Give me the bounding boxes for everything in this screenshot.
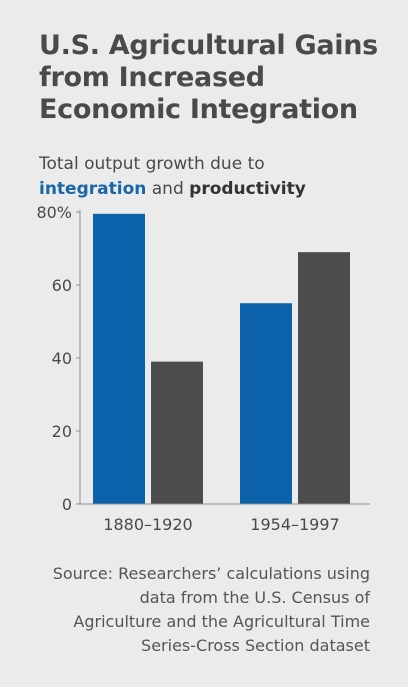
y-tick-label: 40 <box>52 349 72 368</box>
subtitle-prefix: Total output growth due to <box>39 154 265 174</box>
legend-productivity: productivity <box>189 179 306 199</box>
y-tick-label: 20 <box>52 422 72 441</box>
chart-title: U.S. Agricultural Gains from Increased E… <box>39 30 378 125</box>
subtitle-joiner: and <box>151 179 184 199</box>
bar-productivity <box>298 252 350 504</box>
source-note: Source: Researchers’ calculations using … <box>52 564 370 655</box>
x-tick-label: 1880–1920 <box>103 515 192 534</box>
y-tick-label: 60 <box>52 276 72 295</box>
bar-productivity <box>151 361 203 504</box>
y-tick-label: 0 <box>62 495 72 514</box>
y-tick-label: 80% <box>36 203 72 222</box>
bar-integration <box>240 303 292 504</box>
x-tick-label: 1954–1997 <box>250 515 339 534</box>
chart-subtitle: Total output growth due to integration a… <box>39 152 379 202</box>
legend-integration: integration <box>39 179 147 199</box>
bar-integration <box>93 213 145 504</box>
bar-chart: 0 20 40 60 80% 1880–1920 1954–1997 <box>36 203 370 534</box>
